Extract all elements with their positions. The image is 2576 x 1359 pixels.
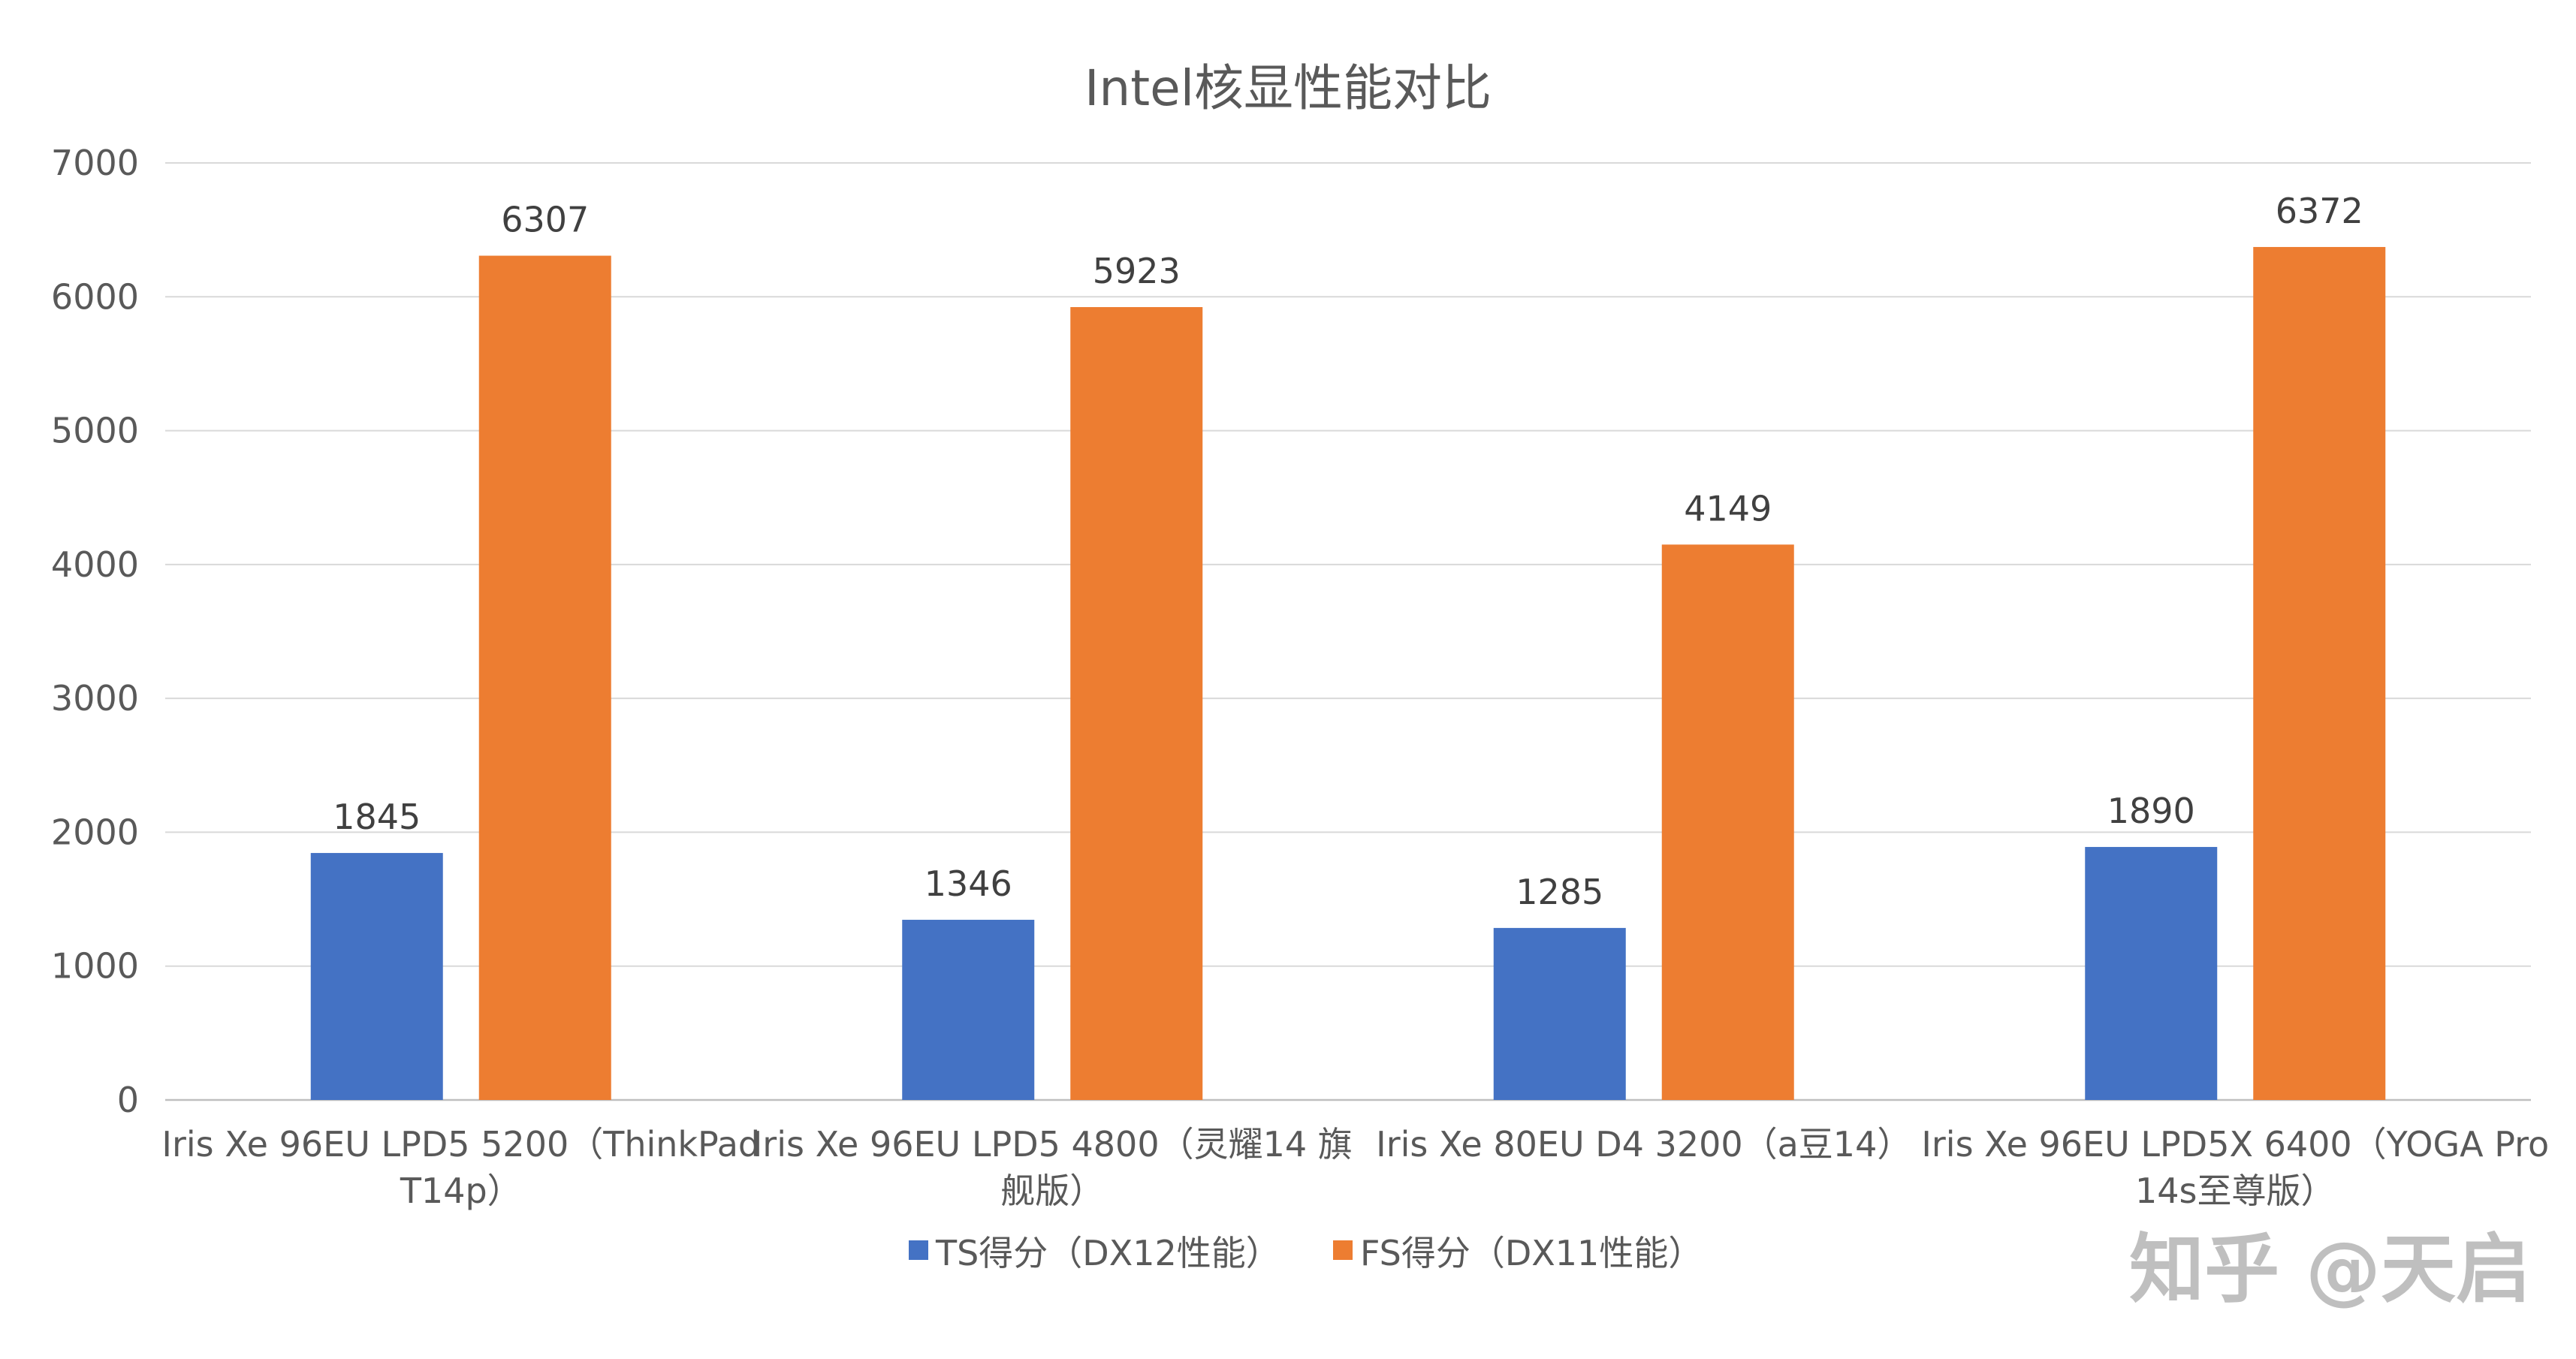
legend: TS得分（DX12性能） FS得分（DX11性能）	[909, 1233, 1703, 1273]
bar	[1493, 927, 1626, 1100]
category-label: Iris Xe 96EU LPD5 5200（ThinkPad	[161, 1124, 760, 1165]
data-label: 1845	[333, 797, 421, 837]
category-label: 舰版）	[1000, 1171, 1104, 1211]
data-labels: 1845 6307 1346 5923 1285 4149 1890 6372	[333, 191, 2363, 912]
bar	[2253, 246, 2386, 1101]
y-tick-label: 5000	[51, 411, 139, 451]
category-label: Iris Xe 96EU LPD5 4800（灵耀14 旗	[753, 1124, 1353, 1165]
y-tick-label: 1000	[51, 946, 139, 987]
legend-swatch	[1333, 1240, 1353, 1260]
category-labels: Iris Xe 96EU LPD5 5200（ThinkPad T14p） Iris…	[161, 1124, 2549, 1211]
category-label: Iris Xe 96EU LPD5X 6400（YOGA Pro	[1921, 1124, 2549, 1165]
chart-title: Intel核显性能对比	[1084, 59, 1492, 117]
bars	[310, 246, 2386, 1101]
y-tick-label: 2000	[51, 812, 139, 852]
bar	[478, 255, 611, 1100]
category-label: Iris Xe 80EU D4 3200（a豆14）	[1376, 1124, 1911, 1165]
y-axis-ticks: 0 1000 2000 3000 4000 5000 6000 7000	[51, 143, 139, 1120]
legend-label: FS得分（DX11性能）	[1360, 1233, 1703, 1273]
data-label: 6307	[501, 200, 589, 240]
data-label: 6372	[2276, 191, 2363, 231]
y-tick-label: 7000	[51, 143, 139, 183]
data-label: 1346	[925, 863, 1012, 904]
y-tick-label: 3000	[51, 678, 139, 719]
bar	[1661, 544, 1794, 1100]
category-label: 14s至尊版）	[2135, 1171, 2336, 1211]
bar	[2085, 847, 2218, 1100]
y-tick-label: 6000	[51, 276, 139, 317]
watermark: 知乎 @天启	[2129, 1225, 2531, 1313]
bar	[902, 920, 1035, 1100]
legend-label: TS得分（DX12性能）	[935, 1233, 1280, 1273]
data-label: 1285	[1516, 872, 1603, 912]
data-label: 4149	[1684, 488, 1772, 529]
data-label: 1890	[2107, 791, 2195, 831]
legend-swatch	[909, 1240, 928, 1260]
y-tick-label: 0	[117, 1080, 139, 1120]
y-tick-label: 4000	[51, 544, 139, 585]
category-label: T14p）	[400, 1171, 522, 1211]
bar	[310, 853, 443, 1100]
bar	[1070, 307, 1203, 1101]
data-label: 5923	[1093, 251, 1181, 291]
